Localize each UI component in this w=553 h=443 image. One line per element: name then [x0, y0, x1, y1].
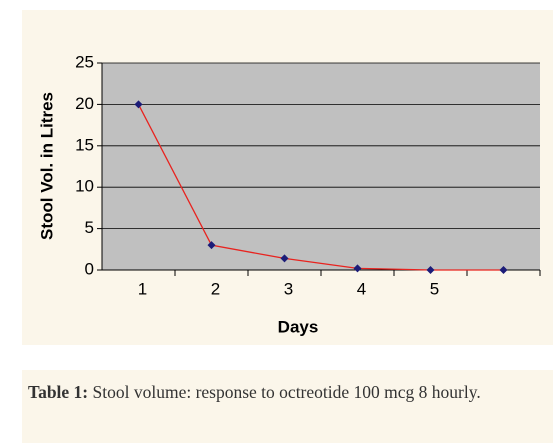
x-axis-title: Days: [278, 317, 319, 336]
data-point: [207, 241, 216, 250]
x-tick-label: 5: [430, 279, 439, 298]
y-tick-label: 15: [75, 135, 94, 154]
y-tick-label: 20: [75, 94, 94, 113]
y-tick-label: 0: [85, 259, 94, 278]
x-tick-label: 4: [357, 279, 366, 298]
caption-label: Table 1:: [28, 382, 89, 402]
y-axis-title: Stool Vol. in Litres: [37, 92, 56, 240]
caption-text: Stool volume: response to octreotide 100…: [92, 382, 481, 402]
x-tick-label: 1: [138, 279, 147, 298]
x-tick-label: 3: [284, 279, 293, 298]
x-tick-label: 2: [211, 279, 220, 298]
y-tick-label: 25: [75, 52, 94, 71]
y-tick-label: 10: [75, 177, 94, 196]
data-point: [426, 266, 435, 274]
caption: Table 1: Stool volume: response to octre…: [22, 370, 553, 443]
data-point: [353, 264, 362, 273]
data-point: [499, 266, 508, 274]
y-tick-label: 5: [85, 218, 94, 237]
data-point: [280, 254, 289, 263]
data-point: [134, 100, 143, 109]
series-line: [137, 104, 504, 271]
plot-area: [102, 63, 540, 270]
